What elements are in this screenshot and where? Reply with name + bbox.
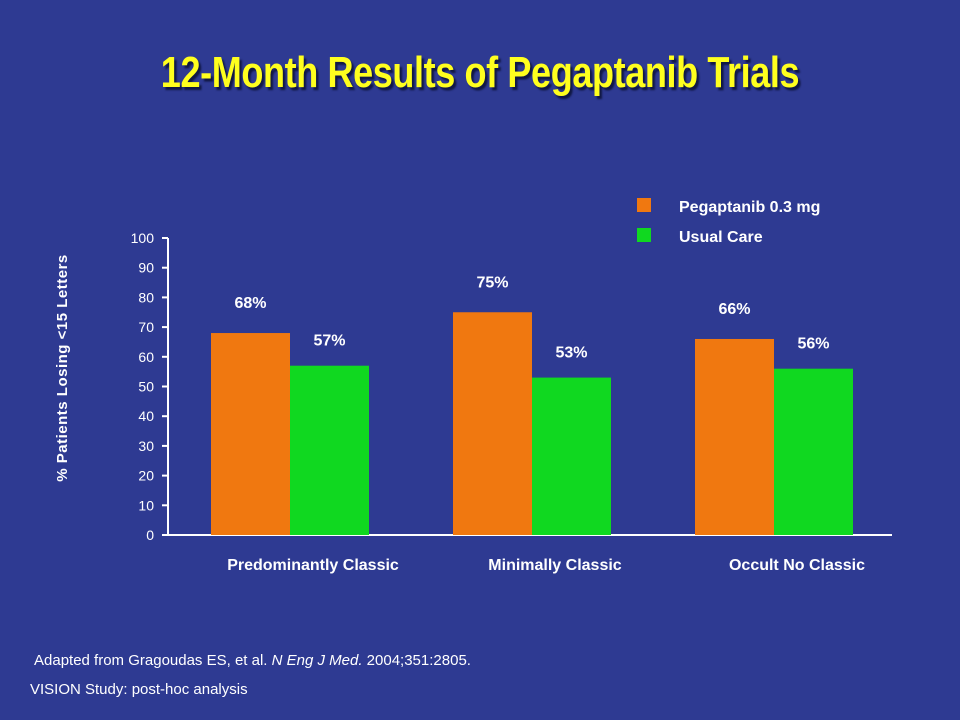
y-tick-label: 100 [131,230,155,246]
bar-value-label: 66% [718,301,750,318]
bar-value-label: 53% [555,345,587,362]
y-tick-label: 30 [138,438,154,454]
x-tick-label: Occult No Classic [729,557,865,574]
y-tick-label: 10 [138,497,154,513]
x-tick-label: Minimally Classic [488,557,621,574]
legend-swatch [637,198,651,212]
bar-value-label: 56% [797,336,829,353]
bar-value-label: 57% [313,333,345,350]
y-tick-label: 0 [146,527,154,543]
bar [532,377,611,535]
y-tick-label: 50 [138,379,154,395]
footnote: VISION Study: post-hoc analysis [30,681,248,698]
x-tick-label: Predominantly Classic [227,557,399,574]
bar [695,338,774,535]
bar [453,312,532,535]
y-tick-label: 60 [138,349,154,365]
bar [290,365,369,535]
chart-bars [211,312,853,535]
chart-legend: Pegaptanib 0.3 mg Usual Care [637,198,820,246]
y-tick-label: 40 [138,408,154,424]
bar [211,333,290,535]
y-tick-label: 70 [138,319,154,335]
y-tick-label: 80 [138,289,154,305]
y-tick-label: 90 [138,260,154,276]
y-axis-label: % Patients Losing <15 Letters [54,254,71,481]
bar [774,368,853,535]
legend-swatch [637,228,651,242]
chart-data-labels: 68% 75% 66% 57% 53% 56% [234,274,829,361]
page-title: 12-Month Results of Pegaptanib Trials [160,48,800,97]
citation: Adapted from Gragoudas ES, et al. N Eng … [34,652,471,669]
legend-label: Usual Care [679,229,763,246]
legend-label: Pegaptanib 0.3 mg [679,199,820,216]
bar-value-label: 68% [234,295,266,312]
y-tick-label: 20 [138,468,154,484]
bar-value-label: 75% [476,274,508,291]
